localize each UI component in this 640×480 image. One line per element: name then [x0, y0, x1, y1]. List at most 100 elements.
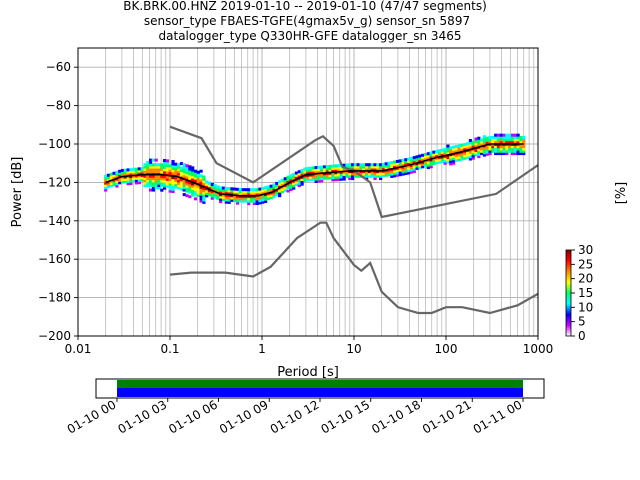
- density-cell: [429, 162, 433, 166]
- density-cell: [452, 150, 456, 154]
- density-cell: [241, 190, 245, 194]
- density-cell: [140, 167, 144, 171]
- density-cell: [482, 151, 487, 155]
- density-cell: [314, 168, 318, 172]
- density-cell: [179, 182, 184, 186]
- density-cell: [118, 178, 122, 182]
- density-cell: [440, 148, 444, 152]
- density-cell: [168, 187, 172, 191]
- density-cell: [412, 165, 416, 169]
- density-cell: [137, 178, 141, 182]
- density-cell: [508, 149, 512, 153]
- density-cell: [249, 192, 254, 196]
- density-cell: [134, 169, 139, 173]
- x-tick-label: 1000: [523, 342, 554, 356]
- density-cell: [449, 148, 453, 152]
- density-cell: [510, 140, 515, 144]
- density-cell: [129, 172, 133, 176]
- density-cell: [401, 161, 405, 165]
- density-cell: [227, 196, 231, 200]
- density-cell: [165, 182, 170, 186]
- density-cell: [134, 181, 139, 185]
- density-cell: [238, 192, 242, 196]
- density-cell: [432, 150, 436, 154]
- density-cell: [188, 169, 192, 173]
- density-cell: [177, 179, 181, 183]
- density-cell: [334, 168, 338, 172]
- density-cell: [322, 176, 327, 180]
- density-cell: [143, 167, 147, 171]
- density-cell: [398, 170, 402, 174]
- density-cell: [106, 182, 111, 186]
- density-cell: [401, 158, 405, 162]
- density-cell: [244, 199, 248, 203]
- y-axis-label: Power [dB]: [10, 157, 25, 228]
- density-cell: [334, 178, 338, 182]
- density-cell: [317, 175, 321, 179]
- density-cell: [468, 157, 473, 161]
- density-cell: [146, 181, 150, 185]
- density-cell: [227, 200, 231, 204]
- density-cell: [148, 158, 153, 162]
- density-cell: [311, 168, 315, 172]
- colorbar-tick-label: 10: [578, 300, 593, 314]
- density-cell: [188, 174, 192, 178]
- density-cell: [350, 172, 355, 176]
- density-cell: [137, 171, 141, 175]
- density-cell: [221, 186, 226, 190]
- density-cell: [252, 195, 256, 199]
- density-cell: [182, 167, 186, 171]
- density-cell: [516, 138, 520, 142]
- density-cell: [499, 147, 503, 151]
- density-cell: [426, 152, 430, 156]
- density-cell: [345, 172, 349, 176]
- density-cell: [480, 142, 484, 146]
- density-cell: [477, 150, 481, 154]
- density-cell: [460, 155, 464, 159]
- x-axis-ticks: 0.01 0.1 1 10 100 1000: [65, 336, 554, 356]
- density-cell: [437, 158, 442, 162]
- colorbar-gradient: [565, 249, 572, 337]
- density-cell: [280, 190, 285, 194]
- density-cell: [376, 167, 380, 171]
- density-cell: [457, 155, 461, 159]
- density-cell: [426, 154, 430, 158]
- density-cell: [339, 166, 343, 170]
- density-cell: [235, 192, 240, 196]
- density-cell: [480, 140, 484, 144]
- density-cell: [205, 194, 209, 198]
- density-cell: [112, 171, 116, 175]
- density-cell: [421, 165, 425, 169]
- density-cell: [494, 133, 498, 137]
- density-cell: [440, 157, 444, 161]
- density-cell: [505, 133, 509, 137]
- density-cell: [477, 141, 481, 145]
- density-cell: [454, 156, 459, 160]
- density-cell: [395, 171, 400, 175]
- density-cell: [480, 138, 484, 142]
- density-cell: [151, 158, 155, 162]
- density-cell: [160, 170, 164, 174]
- density-cell: [238, 188, 242, 192]
- density-cell: [182, 183, 186, 187]
- density-cell: [426, 161, 430, 165]
- density-cell: [510, 135, 515, 139]
- density-cell: [104, 181, 108, 185]
- plot-frame: [77, 47, 539, 337]
- density-cell: [196, 184, 200, 188]
- density-cell: [325, 165, 329, 169]
- density-cell: [510, 147, 515, 151]
- density-cell: [168, 182, 172, 186]
- density-cell: [120, 173, 125, 177]
- density-cell: [418, 156, 422, 160]
- density-cell: [179, 187, 184, 191]
- density-cell: [435, 149, 439, 153]
- density-cell: [292, 175, 296, 179]
- density-cell: [390, 161, 394, 165]
- density-cell: [151, 183, 155, 187]
- density-cell: [317, 177, 321, 181]
- colorbar-tick-label: 25: [578, 257, 593, 271]
- density-cell: [292, 186, 296, 190]
